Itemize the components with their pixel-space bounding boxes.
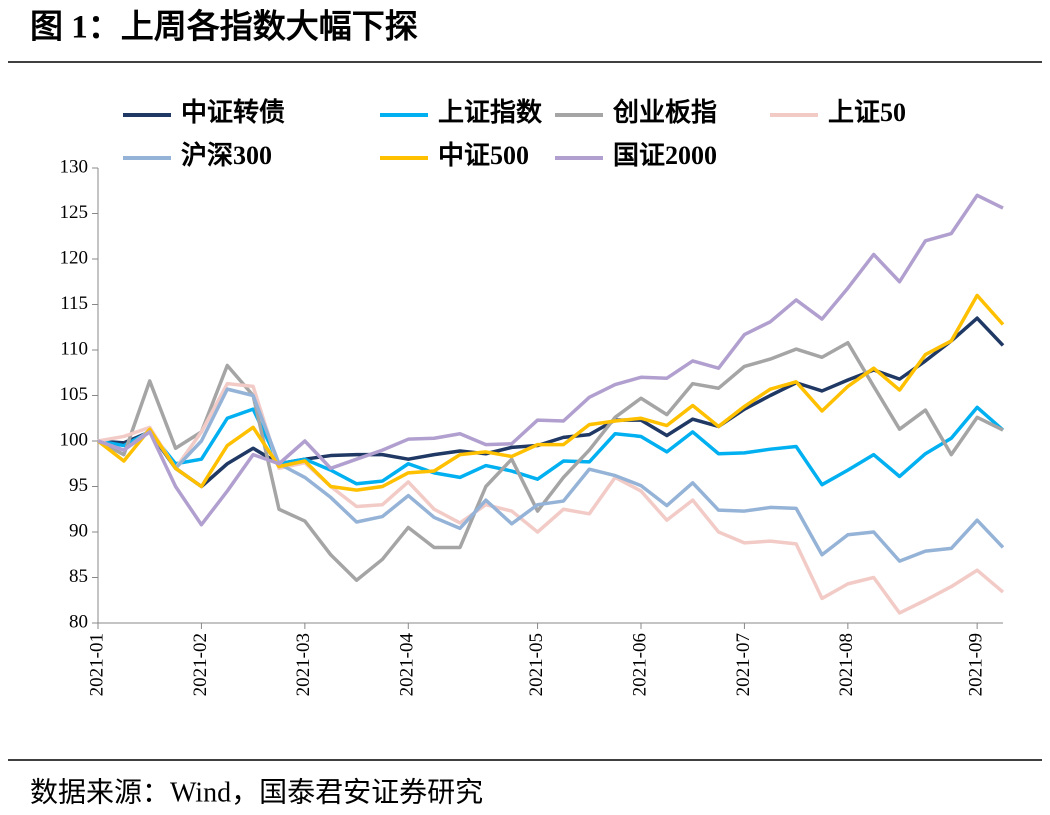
source-note: 数据来源：Wind，国泰君安证券研究 <box>30 776 483 808</box>
y-tick-label: 95 <box>69 475 88 496</box>
x-tick-label: 2021-02 <box>190 633 211 696</box>
legend-label: 中证转债 <box>181 98 285 127</box>
series-line <box>97 193 1004 527</box>
x-tick-label: 2021-05 <box>526 633 547 696</box>
figure-title: 图 1：上周各指数大幅下探 <box>30 9 418 46</box>
y-tick-label: 130 <box>60 156 89 177</box>
y-tick-label: 125 <box>60 202 89 223</box>
series-line <box>97 405 1005 487</box>
y-tick-label: 80 <box>69 611 88 632</box>
x-tick-label: 2021-04 <box>397 633 418 697</box>
legend-label: 创业板指 <box>612 98 717 127</box>
y-tick-label: 90 <box>69 520 88 541</box>
x-tick-label: 2021-09 <box>966 633 987 696</box>
series-line <box>97 381 1005 615</box>
y-tick-label: 105 <box>60 384 89 405</box>
series-line <box>97 340 1004 582</box>
legend-label: 沪深300 <box>181 141 272 170</box>
legend-label: 国证2000 <box>613 141 717 170</box>
series-line <box>96 293 1005 492</box>
y-tick-label: 100 <box>60 429 89 450</box>
legend-label: 上证指数 <box>438 98 543 127</box>
legend-label: 中证500 <box>438 141 529 170</box>
x-tick-label: 2021-08 <box>836 633 857 696</box>
series-line <box>97 316 1005 489</box>
y-tick-label: 110 <box>60 338 88 359</box>
x-tick-label: 2021-01 <box>86 633 107 696</box>
x-tick-label: 2021-03 <box>293 633 314 696</box>
y-tick-label: 120 <box>60 247 89 268</box>
y-tick-label: 85 <box>69 566 88 587</box>
y-tick-label: 115 <box>60 293 88 314</box>
x-tick-label: 2021-07 <box>733 633 754 696</box>
legend-label: 上证50 <box>828 98 906 127</box>
x-tick-label: 2021-06 <box>629 633 650 696</box>
series-line <box>97 387 1005 563</box>
